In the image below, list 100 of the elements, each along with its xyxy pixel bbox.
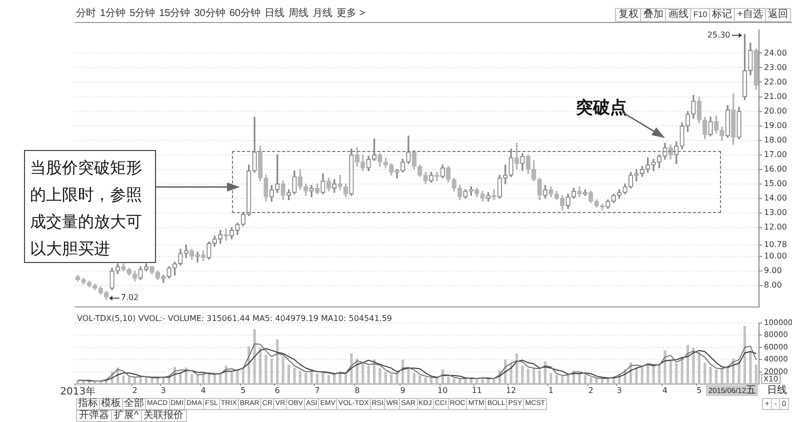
text: 返回 (765, 8, 791, 22)
x-tick-label: 4 (662, 386, 668, 395)
y-tick-label: 18.00 (764, 135, 787, 144)
bar (692, 348, 695, 384)
y-tick-label: 10.78 (764, 240, 787, 250)
text: 日线 (767, 385, 787, 396)
y-tick-label: 8.00 (764, 280, 782, 290)
text: 30分钟 (194, 8, 226, 20)
bar (230, 372, 234, 384)
bar (669, 360, 672, 384)
bar (396, 373, 398, 384)
bar (144, 377, 148, 384)
text: 更多 > (336, 8, 366, 20)
y-tick-label: 14.00 (764, 193, 787, 202)
bar (190, 374, 194, 384)
y-tick-label: 12.00 (764, 222, 787, 232)
x-tick-label: 12 (506, 386, 516, 395)
bar (658, 364, 661, 384)
bar (276, 339, 279, 384)
annotation: 当股价突破矩形的上限时，参照成交量的放大可以大胆买进 (24, 150, 156, 263)
bar (264, 354, 268, 384)
y-tick-label: 10.00 (764, 251, 787, 260)
bar (492, 379, 496, 384)
text: 15分钟 (159, 8, 190, 20)
bar (344, 374, 348, 384)
bar (743, 326, 746, 384)
text: 60分钟 (229, 8, 260, 20)
text: 1分钟 (100, 8, 126, 20)
y-tick-label: 15.00 (764, 178, 787, 188)
text: 模板 (99, 398, 123, 410)
annotation: 7.02 (120, 293, 139, 302)
text: 画线 (665, 8, 692, 22)
text: 开弹器 (76, 410, 112, 422)
bar (327, 374, 330, 384)
bar (282, 356, 284, 384)
bar (476, 379, 478, 384)
bar (652, 366, 655, 384)
bar (82, 380, 85, 384)
chart-title: VOL-TDX(5,10) VVOL:- VOLUME: 315061.44 MA5: 404979.19 MA10: 504541.59 (77, 314, 392, 323)
bar (362, 364, 364, 384)
bar (213, 374, 216, 384)
bar (590, 377, 592, 384)
bar (646, 362, 650, 384)
x-tick-label: 5 (696, 386, 702, 395)
bar (333, 374, 336, 384)
x-tick-label: 2013年 (60, 386, 96, 398)
bar (293, 368, 296, 384)
text: 关联报价 (140, 410, 187, 422)
x-tick-label: 4 (200, 386, 206, 395)
bar (134, 378, 136, 384)
y-tick-label: 16.00 (764, 164, 787, 174)
bar (452, 378, 456, 384)
bar (128, 376, 130, 384)
y-tick-label: 24.00 (764, 48, 787, 58)
y-tick-label: 17.00 (764, 150, 787, 159)
bar (532, 368, 536, 384)
bar (561, 376, 564, 384)
bar (738, 360, 740, 384)
x-tick-label: 11 (472, 386, 482, 395)
bar (270, 358, 273, 384)
bar (584, 374, 586, 384)
bar (595, 378, 598, 384)
bar (600, 379, 604, 384)
bar (196, 375, 199, 384)
bar (458, 379, 462, 384)
x-tick-label: 2 (588, 386, 594, 395)
text: 5分钟 (130, 8, 156, 20)
bar (698, 352, 700, 384)
bar (635, 368, 638, 384)
y-tick-label: 13.00 (764, 208, 787, 217)
bar (424, 377, 427, 384)
text: 月线 (312, 8, 332, 20)
bar (720, 368, 724, 384)
bar (179, 373, 182, 384)
y-tick-label: 21.00 (764, 92, 787, 101)
bar (258, 347, 262, 384)
x-tick-label: 5 (240, 386, 246, 395)
bar (253, 329, 256, 384)
text: 分时 (76, 8, 96, 20)
x-tick-label: 6 (274, 386, 280, 395)
bar (709, 366, 712, 384)
bar (447, 376, 450, 384)
x-tick-label: 10 (438, 386, 448, 395)
text: 复权 (615, 8, 642, 22)
bar (202, 374, 205, 384)
text: +自选 (734, 8, 766, 22)
y-tick-label: 19.00 (764, 120, 787, 130)
y-tick-label: 20.00 (764, 106, 787, 116)
bar (664, 350, 666, 384)
bar (704, 362, 706, 384)
text: 扩展^ (111, 410, 142, 422)
x-tick-label: 3 (160, 386, 166, 395)
bar (316, 374, 319, 384)
bar (538, 370, 541, 384)
bar (515, 354, 518, 384)
text: 全部 (122, 398, 146, 410)
x-tick-label: 3 (616, 386, 622, 395)
bar (367, 366, 370, 384)
bar (686, 344, 690, 384)
x-tick-label: 8 (354, 386, 360, 395)
